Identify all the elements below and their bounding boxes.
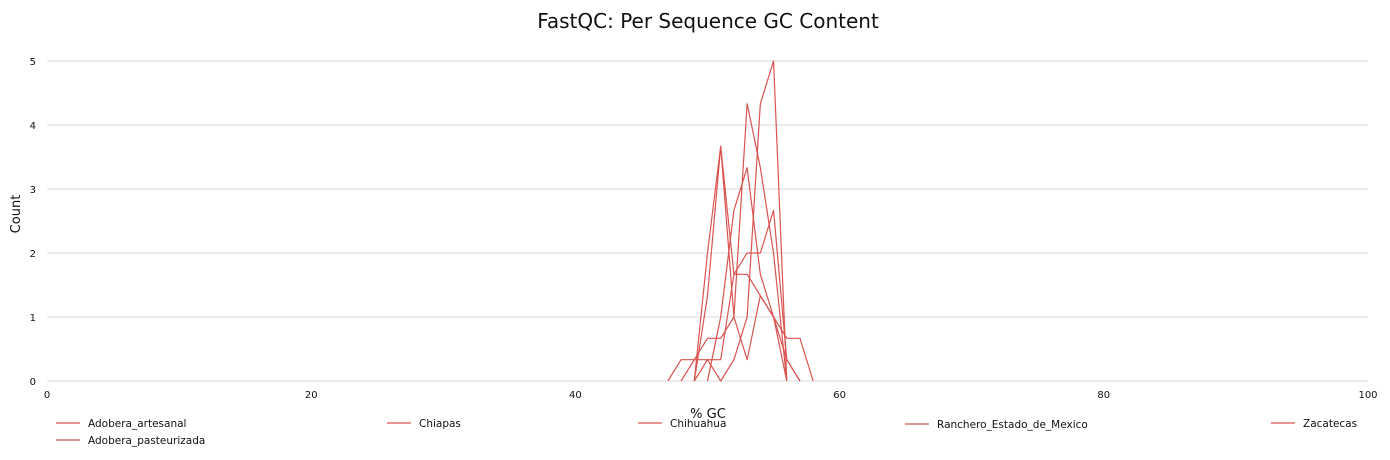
series-line-adobera-pasteurizada xyxy=(667,273,814,382)
x-axis-label: % GC xyxy=(690,407,726,422)
y-tick-label: 1 xyxy=(30,313,36,324)
y-tick-label: 3 xyxy=(30,185,36,196)
series-line-chihuahua xyxy=(693,145,801,382)
series-line-ranchero-estado-de-mexico xyxy=(693,60,788,382)
legend-label-adobera-pasteurizada: Adobera_pasteurizada xyxy=(88,435,205,447)
legend-label-adobera-artesanal: Adobera_artesanal xyxy=(88,418,186,430)
chart-title: FastQC: Per Sequence GC Content xyxy=(537,9,879,33)
x-tick-label: 20 xyxy=(305,390,318,401)
x-axis-ticks: 0 20 40 60 80 100 xyxy=(44,390,1378,401)
series-line-zacatecas xyxy=(706,167,801,382)
legend-label-chiapas: Chiapas xyxy=(419,418,461,430)
y-tick-label: 2 xyxy=(30,249,36,260)
x-tick-label: 100 xyxy=(1358,390,1377,401)
x-tick-label: 0 xyxy=(44,390,50,401)
y-axis-ticks: 0 1 2 3 4 5 xyxy=(30,57,36,388)
y-tick-label: 0 xyxy=(30,377,36,388)
x-tick-label: 40 xyxy=(569,390,582,401)
series-lines xyxy=(667,60,814,382)
legend-label-chihuahua: Chihuahua xyxy=(670,418,726,430)
x-tick-label: 80 xyxy=(1097,390,1110,401)
y-tick-label: 4 xyxy=(30,121,36,132)
gridlines xyxy=(47,60,1368,318)
legend-label-zacatecas: Zacatecas xyxy=(1303,418,1357,430)
series-line-chiapas xyxy=(680,103,788,382)
legend: Adobera_artesanal Adobera_pasteurizada Chi… xyxy=(56,418,1357,447)
y-axis-label: Count xyxy=(9,195,24,234)
legend-label-ranchero-estado-de-mexico: Ranchero_Estado_de_Mexico xyxy=(937,419,1088,431)
x-tick-label: 60 xyxy=(833,390,846,401)
y-tick-label: 5 xyxy=(30,57,36,68)
